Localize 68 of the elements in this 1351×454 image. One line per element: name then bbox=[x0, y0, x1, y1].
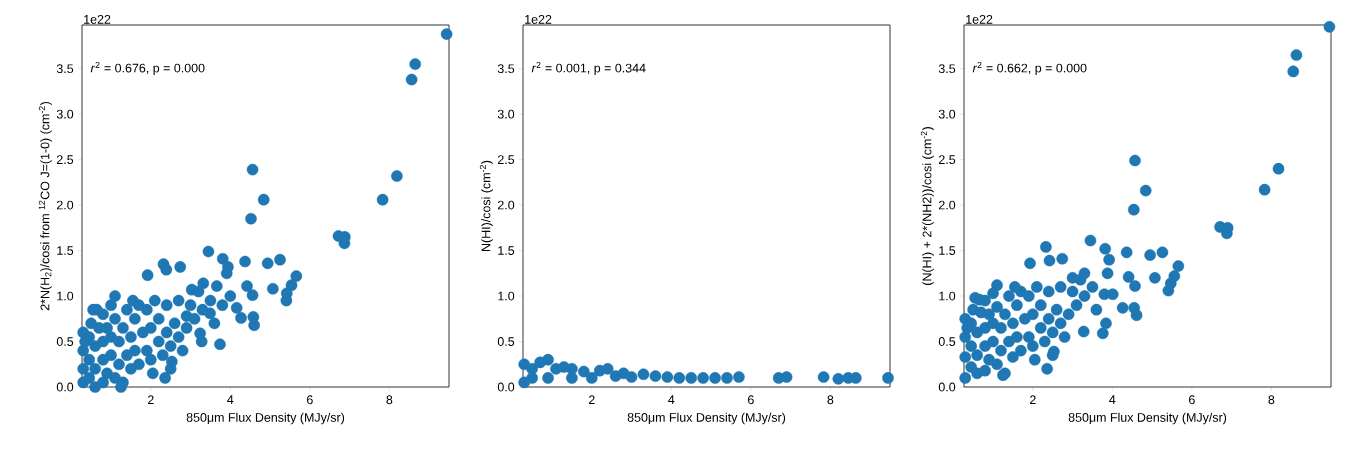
x-axis-title: 850μm Flux Density (MJy/sr) bbox=[1068, 412, 1227, 425]
y-tick-label: 1.0 bbox=[57, 291, 74, 301]
point bbox=[721, 372, 733, 384]
y-tick-label: 2.0 bbox=[497, 200, 515, 210]
y-tick-label: 0.0 bbox=[56, 382, 74, 392]
x-tick-label: 8 bbox=[386, 395, 393, 405]
y-tick-label: 2.5 bbox=[497, 155, 515, 165]
x-tick-label: 8 bbox=[1268, 395, 1275, 405]
y-axis-title: (N(HI) + 2*(NH2))/cosi (cm$^{-2}$) bbox=[920, 127, 934, 285]
y-tick-label: 1.0 bbox=[498, 291, 515, 301]
y-tick-label: 3.0 bbox=[56, 109, 74, 119]
point bbox=[832, 373, 845, 385]
x-axis-title: 850μm Flux Density (MJy/sr) bbox=[186, 412, 345, 425]
x-axis-title: 850μm Flux Density (MJy/sr) bbox=[627, 412, 786, 425]
point bbox=[733, 371, 745, 383]
y-tick-label: 3.0 bbox=[497, 109, 515, 119]
x-tick-label: 2 bbox=[588, 395, 595, 405]
y-tick-label: 3.0 bbox=[938, 109, 956, 119]
y-tick-label: 0.5 bbox=[497, 337, 515, 346]
x-tick-label: 4 bbox=[1109, 395, 1116, 404]
y-tick-label: 2.0 bbox=[56, 200, 74, 210]
text: 1e22 bbox=[966, 14, 993, 24]
x-tick-label: 8 bbox=[827, 395, 834, 405]
text: 1e22 bbox=[525, 14, 552, 24]
y-tick-label: 1.5 bbox=[498, 246, 515, 255]
y-tick-label: 3.5 bbox=[938, 64, 956, 74]
point bbox=[526, 363, 538, 375]
y-tick-label: 1.0 bbox=[939, 291, 956, 301]
x-tick-label: 6 bbox=[307, 395, 313, 405]
point bbox=[673, 372, 686, 384]
y-tick-label: 3.5 bbox=[56, 64, 74, 74]
x-tick-label: 6 bbox=[748, 395, 754, 405]
point bbox=[649, 370, 662, 382]
point bbox=[586, 372, 598, 384]
y-tick-label: 0.5 bbox=[938, 337, 956, 346]
point bbox=[661, 371, 674, 383]
y-tick-label: 2.5 bbox=[938, 155, 956, 165]
y-tick-label: 0.0 bbox=[497, 382, 515, 392]
point bbox=[542, 353, 554, 366]
annotation: r$^{2}$ = 0.662, p = 0.000 bbox=[972, 61, 1087, 75]
text: 1e22 bbox=[84, 14, 111, 24]
y-axis-title: 2*N(H$_{2}$)/cosi from $^{12}$CO J=(1-0) (cm$^{-2}$) bbox=[38, 101, 52, 311]
x-tick-label: 4 bbox=[227, 395, 234, 404]
point bbox=[685, 372, 697, 384]
point bbox=[709, 372, 721, 384]
annotation: r$^{2}$ = 0.001, p = 0.344 bbox=[531, 61, 646, 75]
y-axis-title: N(HI)/cosi (cm$^{-2}$) bbox=[479, 160, 493, 251]
point bbox=[817, 371, 830, 383]
point bbox=[578, 365, 590, 378]
point bbox=[601, 363, 614, 375]
y-tick-label: 0.5 bbox=[56, 337, 74, 346]
x-tick-label: 2 bbox=[147, 395, 154, 405]
point bbox=[542, 372, 554, 384]
point bbox=[697, 372, 709, 384]
point bbox=[625, 371, 638, 383]
y-tick-label: 1.5 bbox=[57, 246, 74, 255]
y-tick-label: 0.0 bbox=[938, 382, 956, 392]
x-tick-label: 2 bbox=[1029, 395, 1036, 405]
y-tick-label: 1.5 bbox=[939, 246, 956, 255]
y-tick-label: 2.0 bbox=[938, 200, 956, 210]
point bbox=[566, 363, 578, 375]
x-tick-label: 4 bbox=[668, 395, 675, 404]
point bbox=[637, 368, 650, 381]
annotation: r$^{2}$ = 0.676, p = 0.000 bbox=[90, 61, 205, 75]
point bbox=[882, 372, 894, 384]
x-tick-label: 6 bbox=[1189, 395, 1195, 405]
y-tick-label: 3.5 bbox=[497, 64, 515, 74]
y-tick-label: 2.5 bbox=[56, 155, 74, 165]
